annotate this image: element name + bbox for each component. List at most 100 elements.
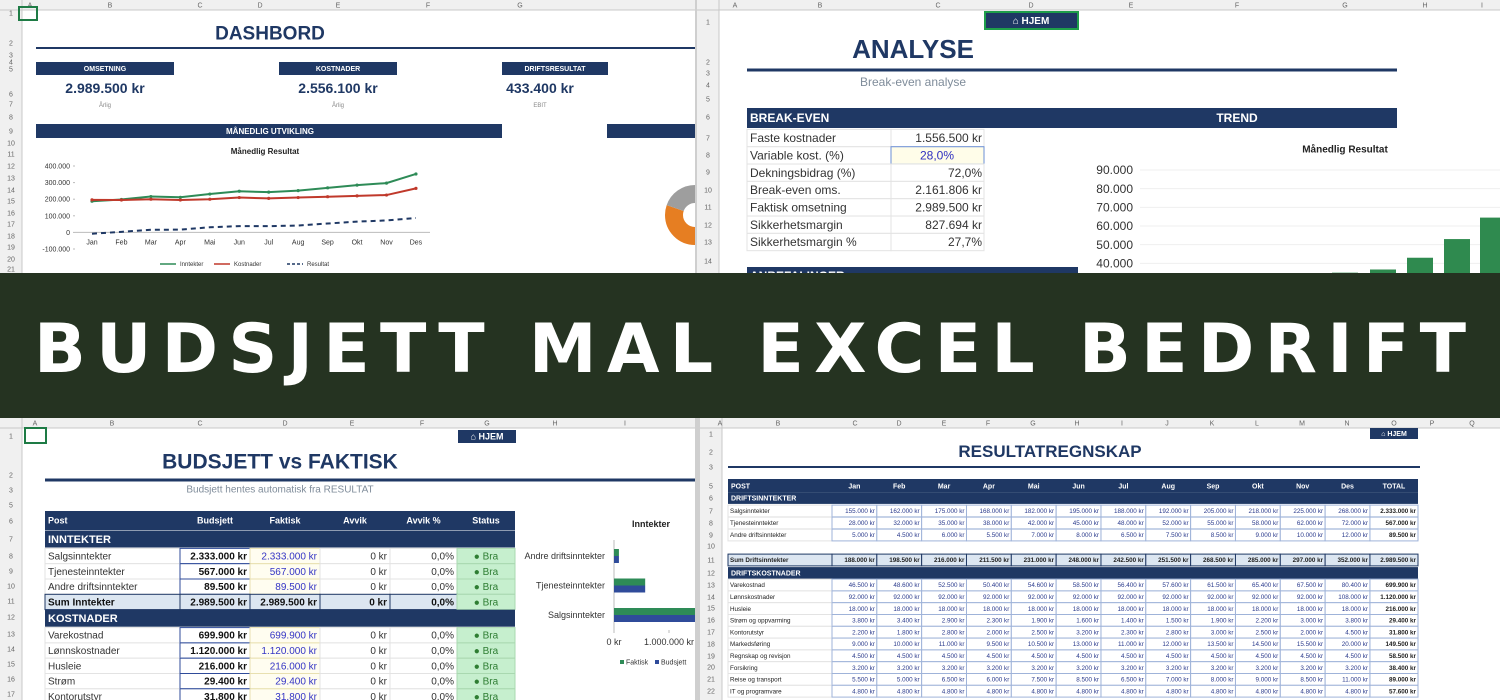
row-label: Sikkerhetsmargin <box>750 218 843 232</box>
section-bar <box>747 108 1078 128</box>
cell-text: 80.400 kr <box>1342 582 1368 589</box>
cell-text: 18.000 kr <box>849 606 875 613</box>
cell-text: 3.200 kr <box>1256 665 1279 672</box>
row-number: 21 <box>707 676 715 683</box>
column-header: Post <box>48 516 68 526</box>
x-tick-label: 1.000.000 kr <box>644 637 694 647</box>
cell-text: 18.000 kr <box>1118 606 1144 613</box>
cell-text: 4.500 kr <box>1345 629 1368 636</box>
cell-text: 4.500 kr <box>987 653 1010 660</box>
column-letter: L <box>1255 420 1259 427</box>
cell-text: 699.900 kr <box>1386 582 1417 589</box>
x-tick-label: Jul <box>264 239 273 246</box>
row-number: 18 <box>707 641 715 648</box>
cell-text: 62.000 kr <box>1297 520 1323 527</box>
column-header: Faktisk <box>269 516 301 526</box>
cell-text: 0 kr <box>370 552 387 563</box>
y-tick-label: 50.000 <box>1096 238 1133 252</box>
cell-text: 7.500 kr <box>1031 677 1054 684</box>
column-header: Status <box>472 516 500 526</box>
cell-text: 4.500 kr <box>1300 653 1323 660</box>
cell-text: 2.333.000 kr <box>1380 508 1416 515</box>
y-tick-label: -100.000 <box>42 246 70 253</box>
column-letter: C <box>197 420 202 427</box>
column-letter: A <box>733 2 738 9</box>
cell-text: 699.900 kr <box>199 631 247 642</box>
x-tick-label: Jun <box>234 239 245 246</box>
dashboard-sheet: A B C D E F G123456789101112131415161718192021… <box>0 0 695 273</box>
column-letter: D <box>257 2 262 9</box>
column-letter: H <box>552 420 557 427</box>
series-line <box>91 187 417 202</box>
cell-text: 0 kr <box>370 646 387 657</box>
cell-text: 58.500 kr <box>1073 582 1099 589</box>
row-number: 7 <box>709 508 713 515</box>
chart-title: Inntekter <box>632 519 671 529</box>
cell-text: 45.000 kr <box>1073 520 1099 527</box>
row-number: 15 <box>7 198 15 205</box>
column-letter: E <box>336 2 341 9</box>
kpi-label: KOSTNADER <box>316 66 360 73</box>
column-letter: N <box>1344 420 1349 427</box>
cell-text: 6.000 kr <box>942 532 965 539</box>
cell-text: Tjenesteinntekter <box>730 520 778 527</box>
row-label: Faktisk omsetning <box>750 201 847 215</box>
column-header: Okt <box>1252 483 1264 490</box>
kpi-value: 2.989.500 kr <box>65 80 145 96</box>
cell-text: 58.000 kr <box>1252 520 1278 527</box>
kpi-label-bg <box>502 62 608 75</box>
row-label: Sikkerhetsmargin % <box>750 235 857 249</box>
legend-label: Kostnader <box>234 262 261 268</box>
cell-text: 1.800 kr <box>897 629 920 636</box>
row-number: 14 <box>7 187 15 194</box>
cell-text: ● Bra <box>474 597 499 608</box>
bar <box>1480 217 1500 273</box>
cell-text: 4.500 kr <box>1211 653 1234 660</box>
button-label: ⌂ HJEM <box>1013 16 1050 27</box>
cell-text: 211.500 kr <box>979 557 1010 564</box>
column-header: Mar <box>938 483 951 490</box>
column-header: Jan <box>848 483 860 490</box>
cell-text: 5.500 kr <box>987 532 1010 539</box>
cell-text: 5.000 kr <box>852 532 875 539</box>
cell-text: 29.400 kr <box>1389 618 1417 625</box>
table-cell <box>456 688 516 700</box>
legend-label: Faktisk <box>626 659 649 666</box>
table-cell <box>1369 528 1419 542</box>
cell-text: 8.500 kr <box>1211 532 1234 539</box>
cell-text: 4.800 kr <box>1211 688 1234 695</box>
cell-text: 2.989.500 kr <box>1380 557 1416 564</box>
table-cell <box>456 593 516 611</box>
legend-swatch <box>620 660 624 664</box>
cell-text: 42.000 kr <box>1028 520 1054 527</box>
cell-text: 3.200 kr <box>897 665 920 672</box>
series-line <box>91 216 417 235</box>
row-number: 5 <box>9 66 13 73</box>
group-header: INNTEKTER <box>48 534 111 546</box>
category-label: Tjenesteinntekter <box>536 581 605 591</box>
cell-text: 14.500 kr <box>1252 641 1278 648</box>
cell-text: 18.000 kr <box>1297 606 1323 613</box>
series-point <box>355 183 359 187</box>
cell-text: Strøm og oppvarming <box>730 618 791 625</box>
cell-text: ● Bra <box>474 661 499 672</box>
kpi-note: EBIT <box>533 103 547 109</box>
cell-text: 0 kr <box>370 567 387 578</box>
x-tick-label: Des <box>410 239 423 246</box>
group-header-bg <box>728 492 1418 504</box>
banner: BUDSJETT MAL EXCEL BEDRIFT <box>0 273 1500 418</box>
cell-text: 6.500 kr <box>942 677 965 684</box>
series-point <box>296 189 300 193</box>
cell-text: 61.500 kr <box>1207 582 1233 589</box>
cell-text: 3.200 kr <box>1211 665 1234 672</box>
cell-text: 4.800 kr <box>1345 688 1368 695</box>
cell-text: 4.500 kr <box>1076 653 1099 660</box>
row-header-bar <box>0 418 22 700</box>
cell-text: 2.300 kr <box>987 618 1010 625</box>
column-header-bar <box>0 0 695 10</box>
bar <box>614 608 695 615</box>
kpi-value: 433.400 kr <box>506 80 574 96</box>
section-title: MÅNEDLIG UTVIKLING <box>226 127 314 136</box>
column-letter: E <box>1129 2 1134 9</box>
column-letter: A <box>718 420 723 427</box>
